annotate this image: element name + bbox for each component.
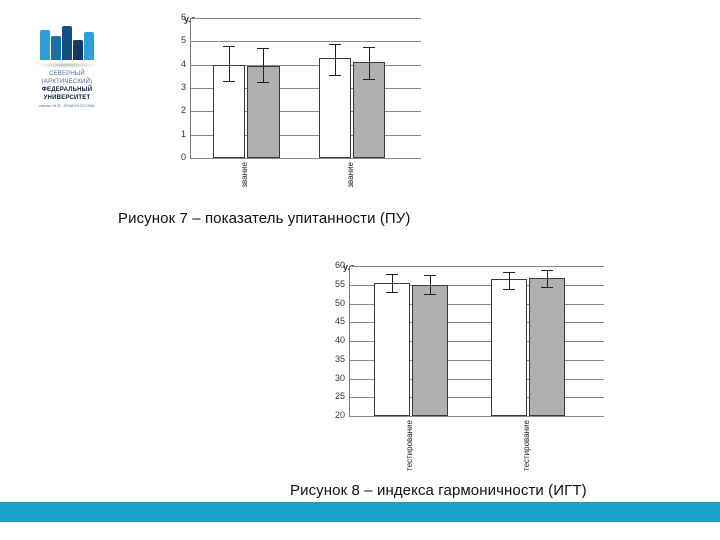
y-tick-label: 2 — [168, 105, 186, 115]
university-logo: СЕВЕРНЫЙ (АРКТИЧЕСКИЙ) ФЕДЕРАЛЬНЫЙ УНИВЕ… — [32, 26, 102, 110]
logo-mark — [36, 26, 98, 68]
y-tick-label: 0 — [168, 152, 186, 162]
y-tick-label: 35 — [327, 354, 345, 364]
figure-7-caption: Рисунок 7 – показатель упитанности (ПУ) — [118, 210, 411, 227]
y-tick-label: 25 — [327, 391, 345, 401]
figure-8-chart: у.е. 202530354045505560тестированиетести… — [315, 258, 615, 468]
y-tick-label: 6 — [168, 12, 186, 22]
y-tick-label: 4 — [168, 59, 186, 69]
x-category-label: звание — [240, 162, 249, 188]
y-tick-label: 30 — [327, 373, 345, 383]
bar — [491, 279, 527, 416]
chart8-plot-area — [349, 266, 604, 417]
bar — [412, 285, 448, 416]
y-tick-label: 60 — [327, 260, 345, 270]
y-tick-label: 45 — [327, 316, 345, 326]
y-tick-label: 1 — [168, 129, 186, 139]
y-tick-label: 3 — [168, 82, 186, 92]
x-category-label: тестирование — [405, 420, 414, 471]
y-tick-label: 50 — [327, 298, 345, 308]
x-category-label: звание — [346, 162, 355, 188]
figure-7-chart: у.е. 0123456званиезвание — [160, 10, 430, 190]
figure-8-caption: Рисунок 8 – индекса гармоничности (ИГТ) — [290, 482, 587, 499]
x-category-label: тестирование — [522, 420, 531, 471]
bar — [374, 283, 410, 416]
footer-accent-bar — [0, 502, 720, 522]
y-tick-label: 5 — [168, 35, 186, 45]
y-tick-label: 55 — [327, 279, 345, 289]
y-tick-label: 20 — [327, 410, 345, 420]
bar — [529, 278, 565, 416]
y-tick-label: 40 — [327, 335, 345, 345]
chart7-plot-area — [190, 18, 421, 159]
logo-text: СЕВЕРНЫЙ (АРКТИЧЕСКИЙ) ФЕДЕРАЛЬНЫЙ УНИВЕ… — [32, 70, 102, 110]
